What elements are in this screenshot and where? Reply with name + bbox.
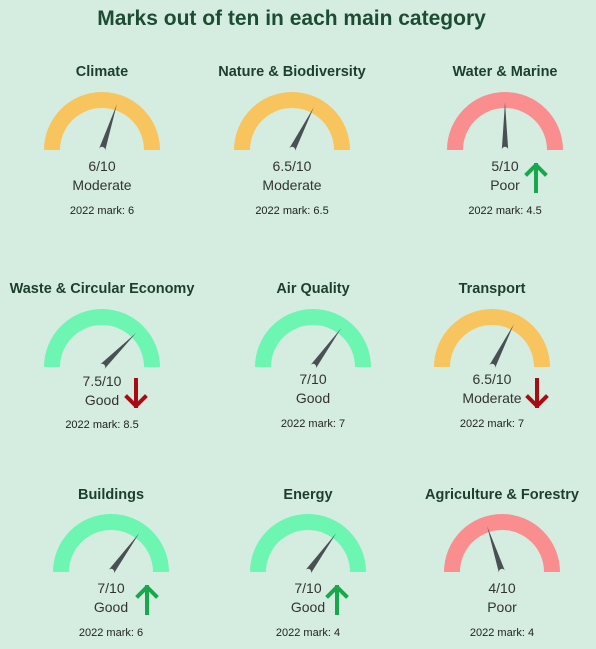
gauge-transport — [434, 309, 550, 369]
gauge-air-quality — [255, 309, 371, 369]
score-label: 7/10 — [97, 580, 125, 596]
gauge-arc — [44, 309, 160, 367]
rating-label: Moderate — [262, 177, 322, 193]
previous-mark-label: 2022 mark: 6 — [78, 627, 144, 639]
arrow-up-icon — [135, 585, 159, 615]
category-title: Buildings — [77, 487, 145, 503]
score-label: 7.5/10 — [82, 373, 122, 389]
arrow-down-icon — [525, 378, 549, 408]
previous-mark-label: 2022 mark: 4 — [275, 627, 341, 639]
gauge-waste-and-circular-economy — [44, 309, 160, 370]
previous-mark-label: 2022 mark: 7 — [280, 418, 346, 430]
arrow-up-icon — [524, 163, 548, 193]
rating-label: Good — [93, 599, 129, 615]
gauge-energy — [250, 514, 366, 574]
score-label: 7/10 — [294, 580, 322, 596]
rating-label: Moderate — [462, 390, 522, 406]
previous-mark-label: 2022 mark: 8.5 — [65, 419, 139, 431]
gauge-needle — [501, 102, 509, 150]
score-label: 6/10 — [88, 158, 116, 174]
score-label: 7/10 — [299, 371, 327, 387]
previous-mark-label: 2022 mark: 4.5 — [468, 205, 542, 217]
gauge-card-nature-and-biodiversity: Nature & Biodiversity 6.5/10 Moderate 2022 … — [218, 0, 365, 217]
category-title: Agriculture & Forestry — [425, 487, 579, 503]
gauge-arc — [53, 514, 169, 572]
previous-mark-label: 2022 mark: 4 — [469, 627, 535, 639]
gauge-arc — [447, 92, 563, 150]
gauge-arc — [234, 92, 350, 150]
gauge-water-and-marine — [447, 92, 563, 150]
gauge-needle — [489, 324, 514, 369]
rating-label: Poor — [490, 177, 520, 193]
rating-label: Moderate — [72, 177, 132, 193]
gauge-card-water-and-marine: Water & Marine 5/10 Poor 2022 mark: 4.5 — [447, 0, 563, 217]
previous-mark-label: 2022 mark: 6.5 — [255, 205, 329, 217]
category-title: Air Quality — [276, 281, 350, 297]
previous-mark-label: 2022 mark: 6 — [69, 205, 135, 217]
score-label: 6.5/10 — [472, 371, 512, 387]
category-title: Nature & Biodiversity — [218, 64, 366, 80]
gauge-arc — [255, 309, 371, 367]
gauge-arc — [444, 514, 560, 572]
gauge-climate — [44, 92, 160, 151]
category-title: Climate — [75, 64, 129, 80]
gauge-card-buildings: Buildings 7/10 Good 2022 mark: 6 — [53, 0, 169, 639]
score-label: 4/10 — [488, 580, 516, 596]
gauge-needle — [99, 333, 136, 370]
gauge-needle — [305, 533, 337, 574]
chart-title: Marks out of ten in each main category — [97, 7, 486, 30]
category-title: Transport — [458, 281, 526, 297]
arrow-down-icon — [124, 378, 148, 408]
gauge-buildings — [53, 514, 169, 574]
category-title: Water & Marine — [452, 64, 558, 80]
rating-label: Good — [84, 392, 120, 408]
score-label: 5/10 — [491, 158, 519, 174]
category-title: Energy — [283, 487, 333, 503]
gauge-needle — [289, 107, 314, 152]
gauge-card-waste-and-circular-economy: Waste & Circular Economy 7.5/10 Good 2022 m… — [10, 0, 195, 431]
previous-mark-label: 2022 mark: 7 — [459, 418, 525, 430]
arrow-up-icon — [325, 585, 349, 615]
rating-label: Good — [295, 390, 331, 406]
gauge-card-climate: Climate 6/10 Moderate 2022 mark: 6 — [44, 0, 160, 217]
gauge-arc — [250, 514, 366, 572]
gauge-needle — [98, 104, 117, 151]
gauge-needle — [108, 533, 140, 574]
gauge-nature-and-biodiversity — [234, 92, 350, 152]
gauge-needle — [310, 328, 342, 369]
gauge-card-agriculture-and-forestry: Agriculture & Forestry 4/10 Poor 2022 mark:… — [425, 0, 579, 639]
score-label: 6.5/10 — [272, 158, 312, 174]
gauge-card-transport: Transport 6.5/10 Moderate 2022 mark: 7 — [434, 0, 550, 430]
gauge-needle — [487, 526, 506, 573]
gauge-arc — [44, 92, 160, 150]
gauge-agriculture-and-forestry — [444, 514, 560, 573]
gauge-arc — [434, 309, 550, 367]
rating-label: Good — [290, 599, 326, 615]
rating-label: Poor — [487, 599, 517, 615]
gauge-card-energy: Energy 7/10 Good 2022 mark: 4 — [250, 0, 366, 639]
gauge-card-air-quality: Air Quality 7/10 Good 2022 mark: 7 — [255, 0, 371, 430]
category-title: Waste & Circular Economy — [9, 281, 195, 297]
